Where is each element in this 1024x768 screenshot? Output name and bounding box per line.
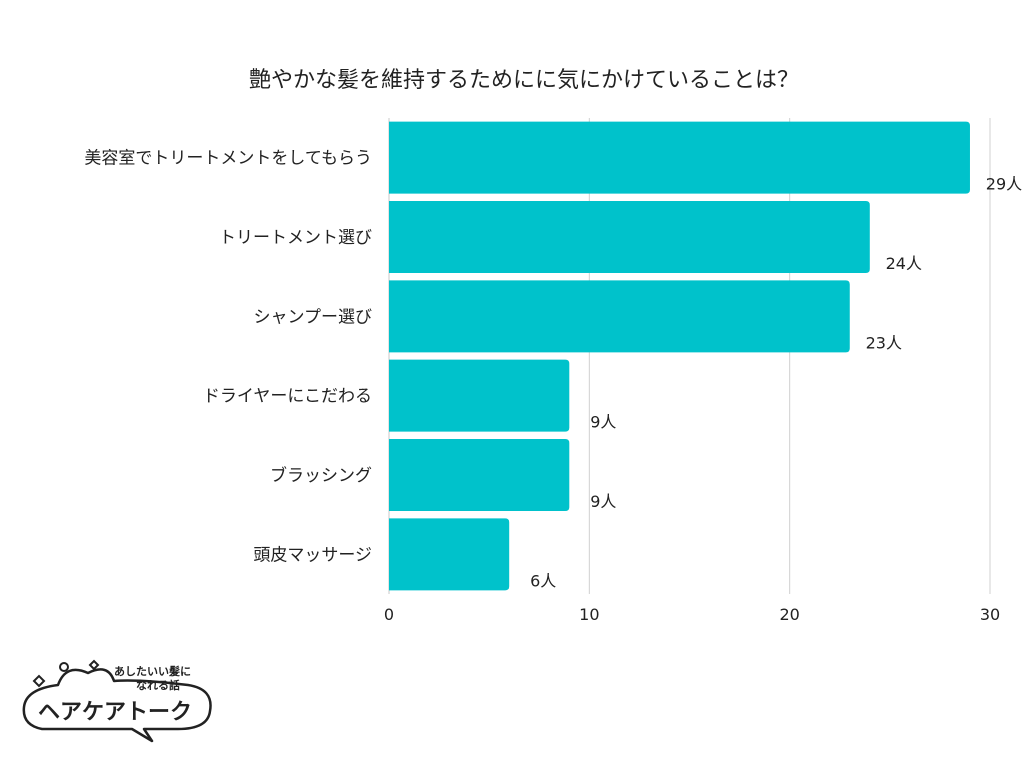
bar	[389, 201, 870, 273]
x-tick-label: 10	[579, 605, 599, 624]
logo-tagline-line1: あしたいい髪に	[114, 664, 191, 678]
category-label: 美容室でトリートメントをしてもらう	[84, 149, 372, 169]
chart-title: 艶やかな髪を維持するためにに気にかけていることは？	[249, 68, 799, 93]
x-tick-label: 30	[980, 605, 1000, 624]
category-label: ドライヤーにこだわる	[203, 387, 372, 407]
category-label: 頭皮マッサージ	[253, 545, 372, 565]
bars	[389, 121, 970, 591]
bar	[389, 280, 850, 353]
logo-tagline-line2: なれる話	[136, 678, 180, 692]
data-label: 9人	[590, 492, 616, 511]
sparkle-icon	[88, 659, 100, 671]
hair-care-talk-logo: あしたいい髪に なれる話 ヘアケアトーク	[22, 659, 212, 743]
bar	[389, 359, 570, 432]
data-label: 29人	[986, 175, 1022, 194]
category-label: シャンプー選び	[254, 307, 373, 327]
data-label: 24人	[886, 254, 922, 273]
bar	[389, 439, 570, 511]
speech-bubble-icon	[22, 668, 212, 743]
bar	[389, 518, 510, 591]
x-tick-label: 20	[779, 605, 799, 624]
data-label: 9人	[590, 413, 616, 432]
gridlines	[388, 118, 991, 594]
category-label: トリートメント選び	[219, 228, 372, 248]
circle-deco-icon	[59, 662, 69, 672]
bar	[389, 121, 970, 194]
data-label: 6人	[530, 571, 556, 590]
sparkle-icon	[32, 674, 46, 688]
data-label: 23人	[866, 333, 902, 352]
category-label: ブラッシング	[270, 465, 372, 486]
logo-name: ヘアケアトーク	[38, 700, 192, 725]
x-tick-label: 0	[384, 605, 394, 624]
